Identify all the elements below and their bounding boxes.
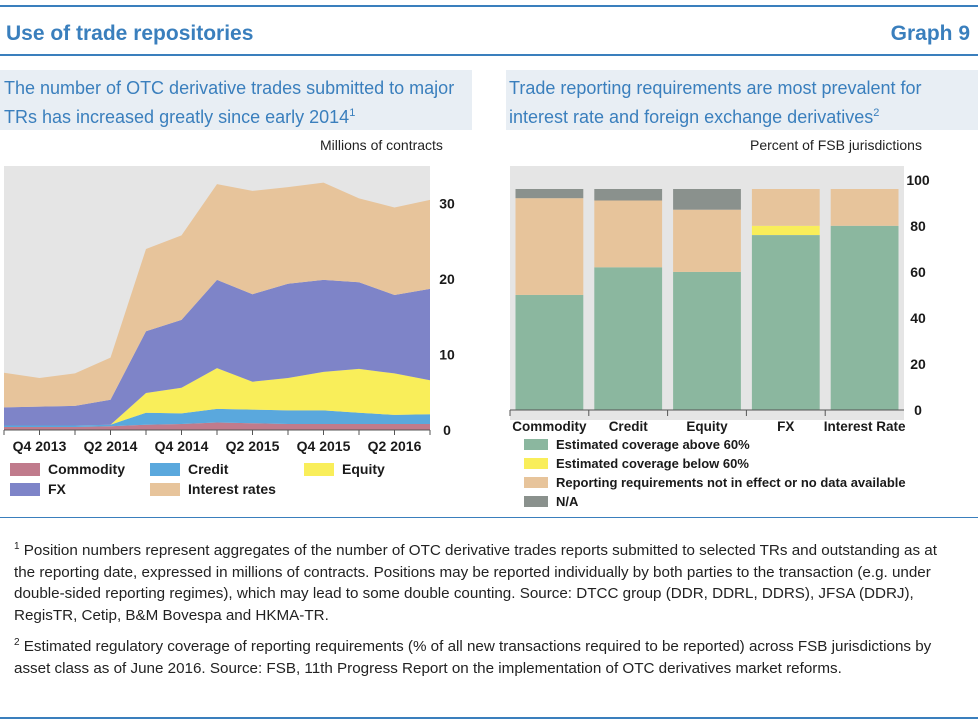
left-panel-footnote-mark: 1 — [349, 107, 356, 119]
bar-segment-tan — [515, 198, 584, 295]
footnote-1: 1 Position numbers represent aggregates … — [14, 536, 960, 626]
bar-ytick-label: 60 — [910, 264, 926, 280]
legend-label-interest-rates: Interest rates — [188, 481, 276, 497]
bar-segment-green — [830, 225, 899, 410]
legend-label-fx: FX — [48, 481, 66, 497]
legend-swatch-equity — [304, 462, 334, 476]
legend-item-fx: FX — [10, 481, 66, 497]
graph-label: Graph 9 — [890, 22, 970, 45]
bar-ytick-label: 100 — [906, 172, 930, 188]
legend-item-commodity: Commodity — [10, 461, 125, 477]
area-xtick-label: Q4 2015 — [297, 438, 351, 454]
legend-swatch-not-in-effect — [524, 477, 548, 488]
header-rule — [0, 54, 978, 56]
right-unit-label: Percent of FSB jurisdictions — [750, 137, 922, 153]
bar-category-label: Equity — [686, 419, 728, 434]
legend-label-coverage-below: Estimated coverage below 60% — [556, 456, 749, 471]
bar-segment-grey — [594, 189, 663, 201]
legend-swatch-na — [524, 496, 548, 507]
bar-segment-grey — [673, 189, 741, 210]
area-xtick-label: Q4 2013 — [13, 438, 67, 454]
legend-item-na: N/A — [524, 494, 578, 509]
top-rule — [0, 5, 978, 7]
bar-chart: 0 20 40 60 80 100 Commodity Credit Equity FX Inte… — [509, 166, 930, 434]
area-xtick-label: Q2 2014 — [84, 438, 138, 454]
area-xtick-label: Q4 2014 — [155, 438, 209, 454]
footnotes: 1 Position numbers represent aggregates … — [14, 536, 960, 685]
legend-swatch-commodity — [10, 462, 40, 476]
legend-swatch-coverage-below — [524, 458, 548, 469]
legend-item-coverage-above: Estimated coverage above 60% — [524, 437, 750, 452]
bar-ytick-label: 20 — [910, 356, 926, 372]
bar-segment-green — [751, 235, 820, 410]
area-series-interest_rates — [4, 182, 430, 408]
left-unit-label: Millions of contracts — [320, 137, 443, 153]
right-panel-title: Trade reporting requirements are most pr… — [509, 76, 974, 130]
footnote-2: 2 Estimated regulatory coverage of repor… — [14, 632, 960, 679]
area-chart: 0 10 20 30 Q4 2013 Q2 2014 Q4 2014 Q2 2015 Q4 2… — [3, 166, 455, 454]
area-legend: Commodity Credit Equity FX Interest rate… — [10, 460, 470, 500]
legend-label-not-in-effect: Reporting requirements not in effect or … — [556, 475, 906, 490]
area-xtick-label: Q2 2015 — [226, 438, 280, 454]
bar-segment-green — [594, 267, 663, 410]
right-title-panel — [506, 70, 978, 130]
bar-segment-tan — [830, 189, 899, 226]
bottom-rule — [0, 717, 978, 719]
bar-ytick-label: 0 — [914, 402, 922, 418]
footnote-2-mark: 2 — [14, 637, 20, 649]
page-title: Use of trade repositories — [6, 22, 254, 45]
legend-swatch-fx — [10, 482, 40, 496]
area-series-commodity — [4, 422, 430, 430]
left-panel-title-text: The number of OTC derivative trades subm… — [4, 78, 455, 127]
legend-label-commodity: Commodity — [48, 461, 125, 477]
notes-rule — [0, 517, 978, 518]
footnote-1-text: Position numbers represent aggregates of… — [14, 542, 937, 624]
bar-ytick-label: 80 — [910, 218, 926, 234]
area-series-fx — [4, 279, 430, 426]
legend-item-coverage-below: Estimated coverage below 60% — [524, 456, 749, 471]
area-ytick-label: 30 — [439, 196, 455, 212]
legend-swatch-interest-rates — [150, 482, 180, 496]
legend-swatch-credit — [150, 462, 180, 476]
legend-label-equity: Equity — [342, 461, 385, 477]
footnote-2-text: Estimated regulatory coverage of reporti… — [14, 638, 932, 677]
bar-segment-green — [673, 271, 741, 410]
area-ytick-label: 0 — [443, 422, 451, 438]
area-ytick-label: 10 — [439, 347, 455, 363]
area-series-equity — [4, 368, 430, 426]
right-panel-footnote-mark: 2 — [873, 107, 880, 119]
area-ytick-label: 20 — [439, 271, 455, 287]
legend-item-equity: Equity — [304, 461, 385, 477]
footnote-1-mark: 1 — [14, 541, 20, 552]
bar-category-label: Commodity — [512, 419, 587, 434]
legend-item-credit: Credit — [150, 461, 228, 477]
legend-label-credit: Credit — [188, 461, 229, 477]
legend-swatch-coverage-above — [524, 439, 548, 450]
bar-category-label: Credit — [609, 419, 649, 434]
bar-category-label: Interest Rate — [824, 419, 906, 434]
bar-segment-yellow — [751, 225, 820, 235]
bar-segment-green — [515, 294, 584, 410]
bar-segment-tan — [751, 189, 820, 226]
area-xtick-label: Q2 2016 — [368, 438, 422, 454]
area-series-credit — [4, 408, 430, 427]
bar-segment-tan — [594, 200, 663, 268]
left-title-panel — [0, 70, 472, 130]
legend-item-not-in-effect: Reporting requirements not in effect or … — [524, 475, 906, 490]
bar-segment-tan — [673, 209, 741, 272]
legend-label-na: N/A — [556, 494, 579, 509]
legend-label-coverage-above: Estimated coverage above 60% — [556, 437, 750, 452]
legend-item-interest-rates: Interest rates — [150, 481, 276, 497]
left-panel-title: The number of OTC derivative trades subm… — [4, 76, 469, 130]
bar-category-label: FX — [777, 419, 794, 434]
bar-legend: Estimated coverage above 60% Estimated c… — [524, 437, 974, 511]
bar-segment-grey — [515, 189, 584, 199]
bar-ytick-label: 40 — [910, 310, 926, 326]
right-panel-title-text: Trade reporting requirements are most pr… — [509, 78, 922, 127]
